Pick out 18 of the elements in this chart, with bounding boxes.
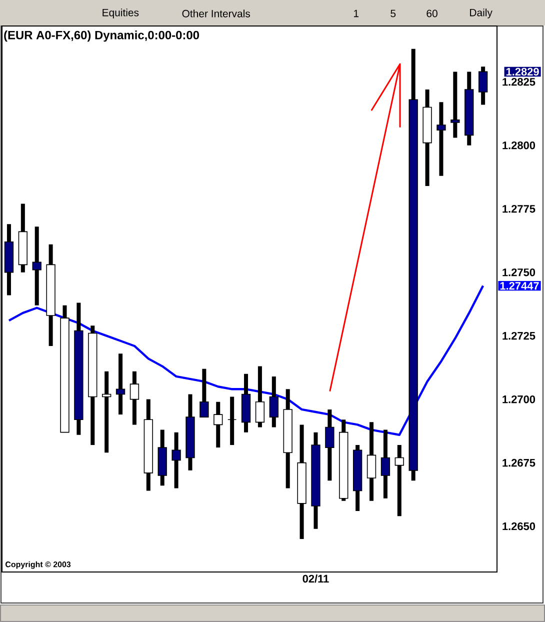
chart-title: (EUR A0-FX,60) Dynamic,0:00-0:00 <box>4 30 199 42</box>
text: 1.27447 <box>500 282 539 290</box>
y-tick-label: 1.2675 <box>502 458 536 467</box>
text: Equities <box>102 8 139 18</box>
x-tick-label: 02/11 <box>302 574 329 583</box>
text: Other Intervals <box>182 10 250 18</box>
text: Daily <box>470 8 492 18</box>
y-tick-label: 1.2800 <box>502 141 536 150</box>
y-tick-label: 1.2650 <box>502 522 536 530</box>
text: 1 <box>354 10 358 18</box>
text: 1.2829 <box>506 68 539 76</box>
y-tick-label: 1.2775 <box>502 204 536 213</box>
text: 60 <box>426 10 438 18</box>
text: 5 <box>390 10 396 18</box>
y-tick-label: 1.2825 <box>502 78 536 86</box>
y-tick-label: 1.2700 <box>502 395 536 404</box>
y-tick-label: 1.2725 <box>502 332 536 340</box>
y-tick-label: 1.2750 <box>502 268 536 276</box>
